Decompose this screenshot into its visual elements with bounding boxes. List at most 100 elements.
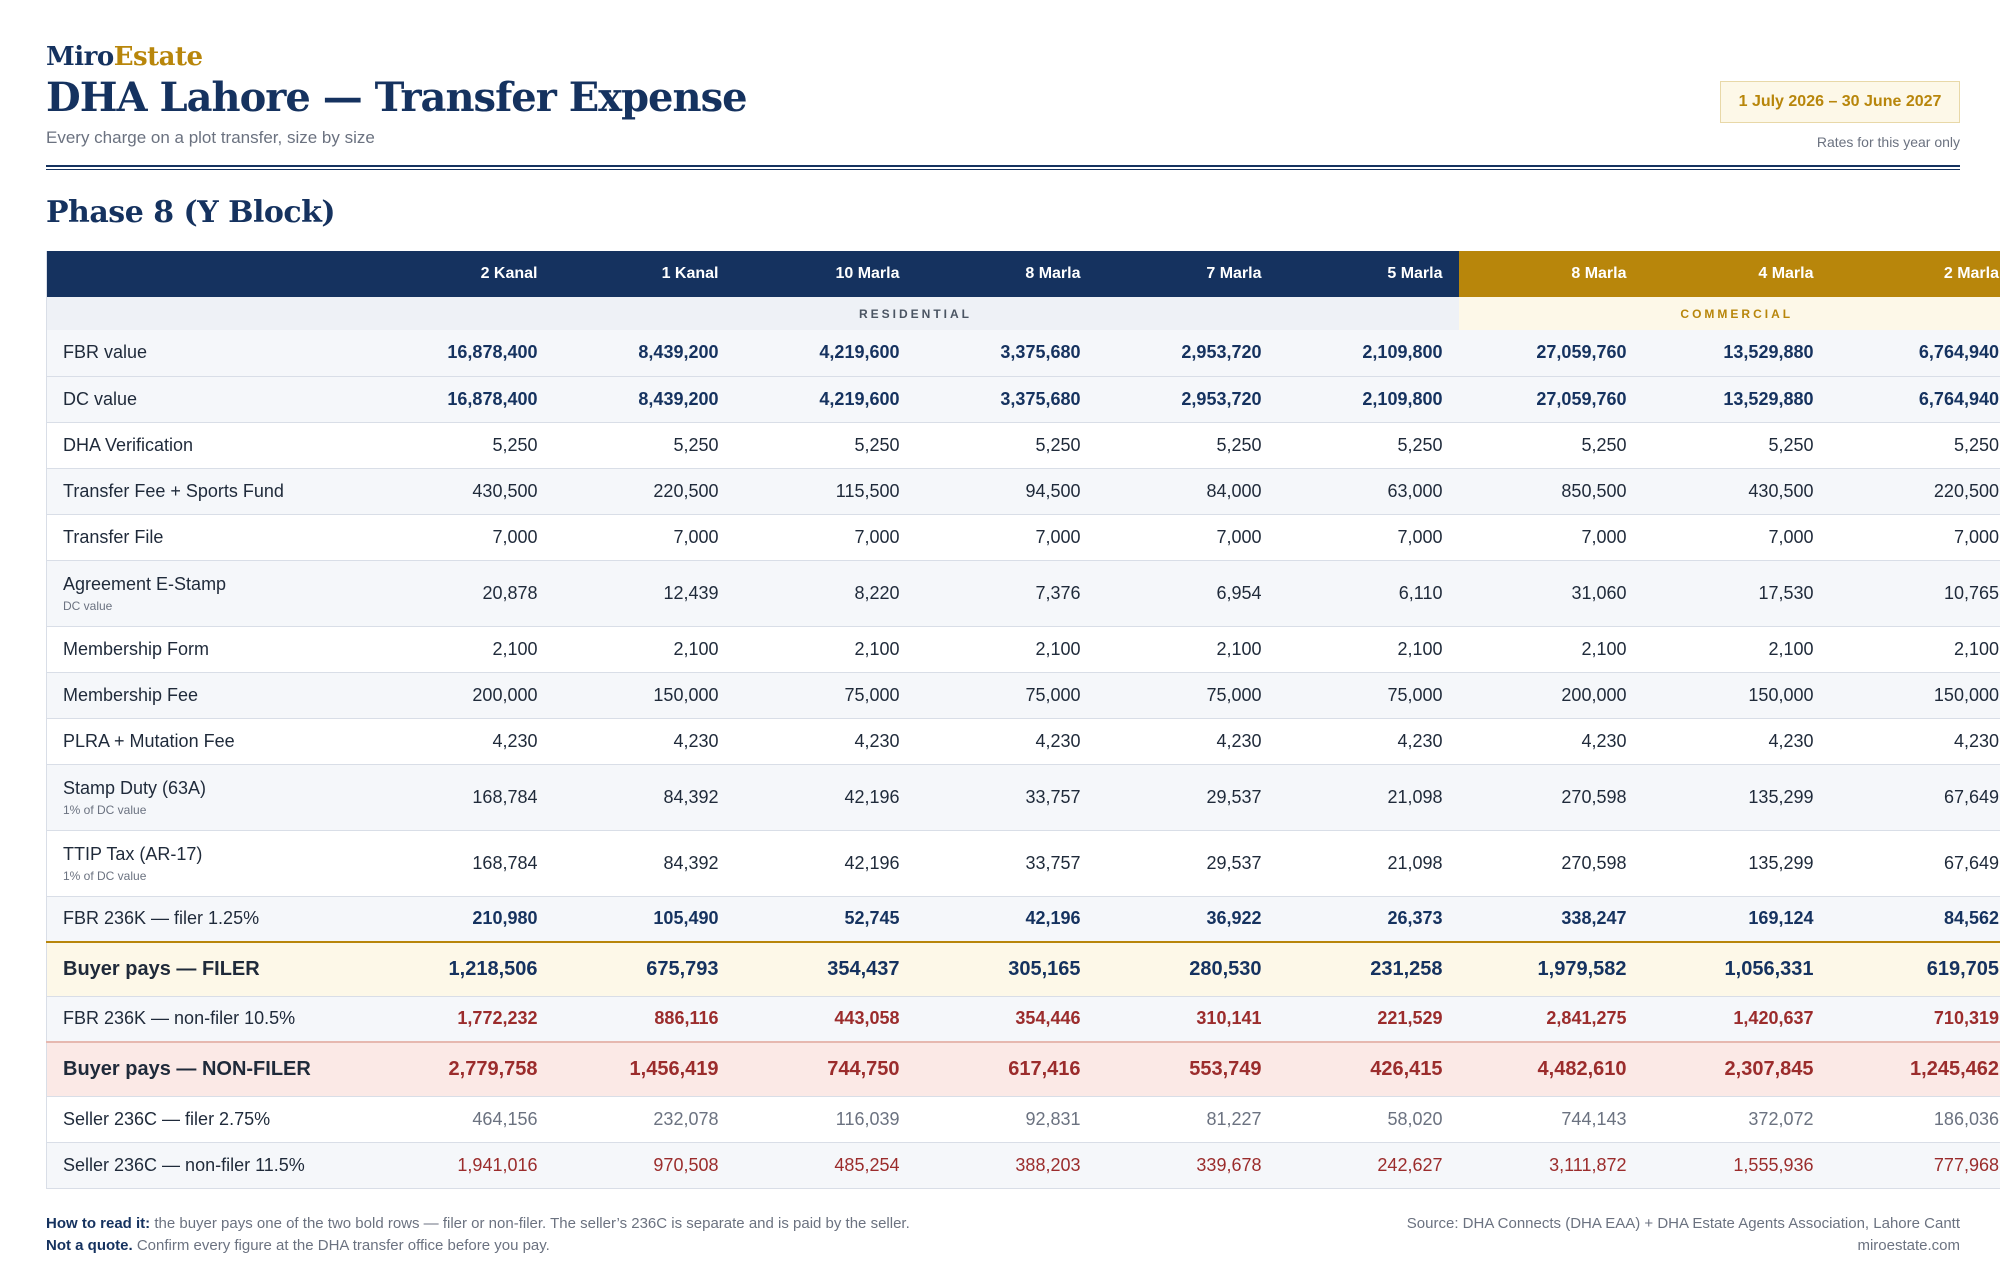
row-label: FBR value xyxy=(63,342,148,363)
column-header: 10 Marla xyxy=(734,251,916,297)
value-cell: 220,500 xyxy=(553,468,735,515)
row-label-cell: Buyer pays — FILER xyxy=(46,941,373,997)
row-note: 1% of DC value xyxy=(63,802,147,817)
value-cell: 52,745 xyxy=(734,896,916,943)
value-cell: 7,000 xyxy=(1277,514,1459,561)
value-cell: 426,415 xyxy=(1277,1041,1459,1097)
table-row: Transfer Fee + Sports Fund 430,500 220,500… xyxy=(46,468,2000,515)
expense-table: 2 Kanal 1 Kanal 10 Marla 8 Marla 7 Marla… xyxy=(46,251,2000,1189)
row-label: Membership Fee xyxy=(63,684,199,705)
table-row: Transfer File 7,000 7,000 7,000 7,000 7,000 7,… xyxy=(46,514,2000,561)
value-cell: 1,056,331 xyxy=(1642,941,1830,997)
site-link[interactable]: miroestate.com xyxy=(1857,1237,1960,1254)
row-label: PLRA + Mutation Fee xyxy=(63,730,235,751)
row-label: Stamp Duty (63A) xyxy=(63,777,207,798)
period-note: Rates for this year only xyxy=(1816,134,1960,150)
value-cell: 710,319 xyxy=(1829,996,2000,1043)
table-row: PLRA + Mutation Fee 4,230 4,230 4,230 4,230 4… xyxy=(46,718,2000,765)
row-label-cell: Transfer Fee + Sports Fund xyxy=(46,468,373,515)
value-cell: 2,100 xyxy=(1642,626,1830,673)
group-header-row: RESIDENTIAL COMMERCIAL xyxy=(46,297,2000,330)
how-to-read-label: How to read it: xyxy=(46,1215,151,1232)
table-row: DHA Verification 5,250 5,250 5,250 5,250 5,25… xyxy=(46,422,2000,469)
value-cell: 338,247 xyxy=(1458,896,1643,943)
value-cell: 2,100 xyxy=(372,626,554,673)
period-badge: 1 July 2026 – 30 June 2027 xyxy=(1720,81,1960,123)
value-cell: 354,437 xyxy=(734,941,916,997)
value-cell: 4,219,600 xyxy=(734,330,916,377)
value-cell: 430,500 xyxy=(1642,468,1830,515)
row-label: Buyer pays — NON-FILER xyxy=(63,1057,311,1080)
value-cell: 16,878,400 xyxy=(372,376,554,423)
value-cell: 231,258 xyxy=(1277,941,1459,997)
value-cell: 339,678 xyxy=(1096,1142,1278,1189)
value-cell: 8,220 xyxy=(734,560,916,627)
value-cell: 2,100 xyxy=(734,626,916,673)
value-cell: 84,392 xyxy=(553,830,735,897)
value-cell: 242,627 xyxy=(1277,1142,1459,1189)
value-cell: 4,230 xyxy=(1829,718,2000,765)
row-label-cell: Buyer pays — NON-FILER xyxy=(46,1041,373,1097)
value-cell: 1,979,582 xyxy=(1458,941,1643,997)
column-header: 5 Marla xyxy=(1277,251,1459,297)
value-cell: 1,218,506 xyxy=(372,941,554,997)
value-cell: 150,000 xyxy=(1829,672,2000,719)
value-cell: 105,490 xyxy=(553,896,735,943)
table-row: Seller 236C — filer 2.75% 464,156 232,078 1… xyxy=(46,1096,2000,1143)
value-cell: 42,196 xyxy=(734,764,916,831)
table-row: Agreement E-Stamp DC value 20,878 12,439 8,2… xyxy=(46,560,2000,627)
value-cell: 6,764,940 xyxy=(1829,376,2000,423)
page-subtitle: Every charge on a plot transfer, size by… xyxy=(46,128,375,147)
row-note: 1% of DC value xyxy=(63,868,147,883)
residential-group-label: RESIDENTIAL xyxy=(372,297,1459,330)
row-note: DC value xyxy=(63,598,113,613)
value-cell: 7,000 xyxy=(553,514,735,561)
value-cell: 5,250 xyxy=(1458,422,1643,469)
value-cell: 200,000 xyxy=(372,672,554,719)
value-cell: 6,110 xyxy=(1277,560,1459,627)
value-cell: 3,375,680 xyxy=(915,330,1097,377)
value-cell: 310,141 xyxy=(1096,996,1278,1043)
value-cell: 270,598 xyxy=(1458,764,1643,831)
value-cell: 2,779,758 xyxy=(372,1041,554,1097)
brand-part-2: Estate xyxy=(113,42,203,72)
value-cell: 744,750 xyxy=(734,1041,916,1097)
row-label: DHA Verification xyxy=(63,434,194,455)
row-label: Seller 236C — filer 2.75% xyxy=(63,1108,271,1129)
value-cell: 5,250 xyxy=(1642,422,1830,469)
value-cell: 2,100 xyxy=(553,626,735,673)
value-cell: 464,156 xyxy=(372,1096,554,1143)
value-cell: 186,036 xyxy=(1829,1096,2000,1143)
row-label-cell: FBR 236K — filer 1.25% xyxy=(46,896,373,943)
value-cell: 27,059,760 xyxy=(1458,330,1643,377)
value-cell: 135,299 xyxy=(1642,764,1830,831)
row-label-cell: PLRA + Mutation Fee xyxy=(46,718,373,765)
page-title: DHA Lahore — Transfer Expense xyxy=(46,74,748,121)
row-label: Transfer File xyxy=(63,526,164,547)
value-cell: 1,555,936 xyxy=(1642,1142,1830,1189)
row-label-cell: Membership Form xyxy=(46,626,373,673)
value-cell: 29,537 xyxy=(1096,830,1278,897)
not-a-quote-text: Confirm every figure at the DHA transfer… xyxy=(132,1237,550,1254)
value-cell: 232,078 xyxy=(553,1096,735,1143)
value-cell: 29,537 xyxy=(1096,764,1278,831)
page-header: MiroEstate DHA Lahore — Transfer Expense… xyxy=(46,42,1960,168)
value-cell: 1,420,637 xyxy=(1642,996,1830,1043)
value-cell: 3,111,872 xyxy=(1458,1142,1643,1189)
table-row: Buyer pays — FILER 1,218,506 675,793 354,43… xyxy=(46,941,2000,997)
row-label: Transfer Fee + Sports Fund xyxy=(63,480,284,501)
value-cell: 7,000 xyxy=(734,514,916,561)
value-cell: 33,757 xyxy=(915,764,1097,831)
value-cell: 4,230 xyxy=(1642,718,1830,765)
value-cell: 7,376 xyxy=(915,560,1097,627)
value-cell: 485,254 xyxy=(734,1142,916,1189)
value-cell: 20,878 xyxy=(372,560,554,627)
table-row: FBR value 16,878,400 8,439,200 4,219,600 3,3… xyxy=(46,330,2000,377)
column-header: 2 Marla xyxy=(1829,251,2000,297)
value-cell: 1,772,232 xyxy=(372,996,554,1043)
value-cell: 4,230 xyxy=(915,718,1097,765)
value-cell: 84,562 xyxy=(1829,896,2000,943)
value-cell: 619,705 xyxy=(1829,941,2000,997)
value-cell: 2,109,800 xyxy=(1277,376,1459,423)
value-cell: 21,098 xyxy=(1277,830,1459,897)
